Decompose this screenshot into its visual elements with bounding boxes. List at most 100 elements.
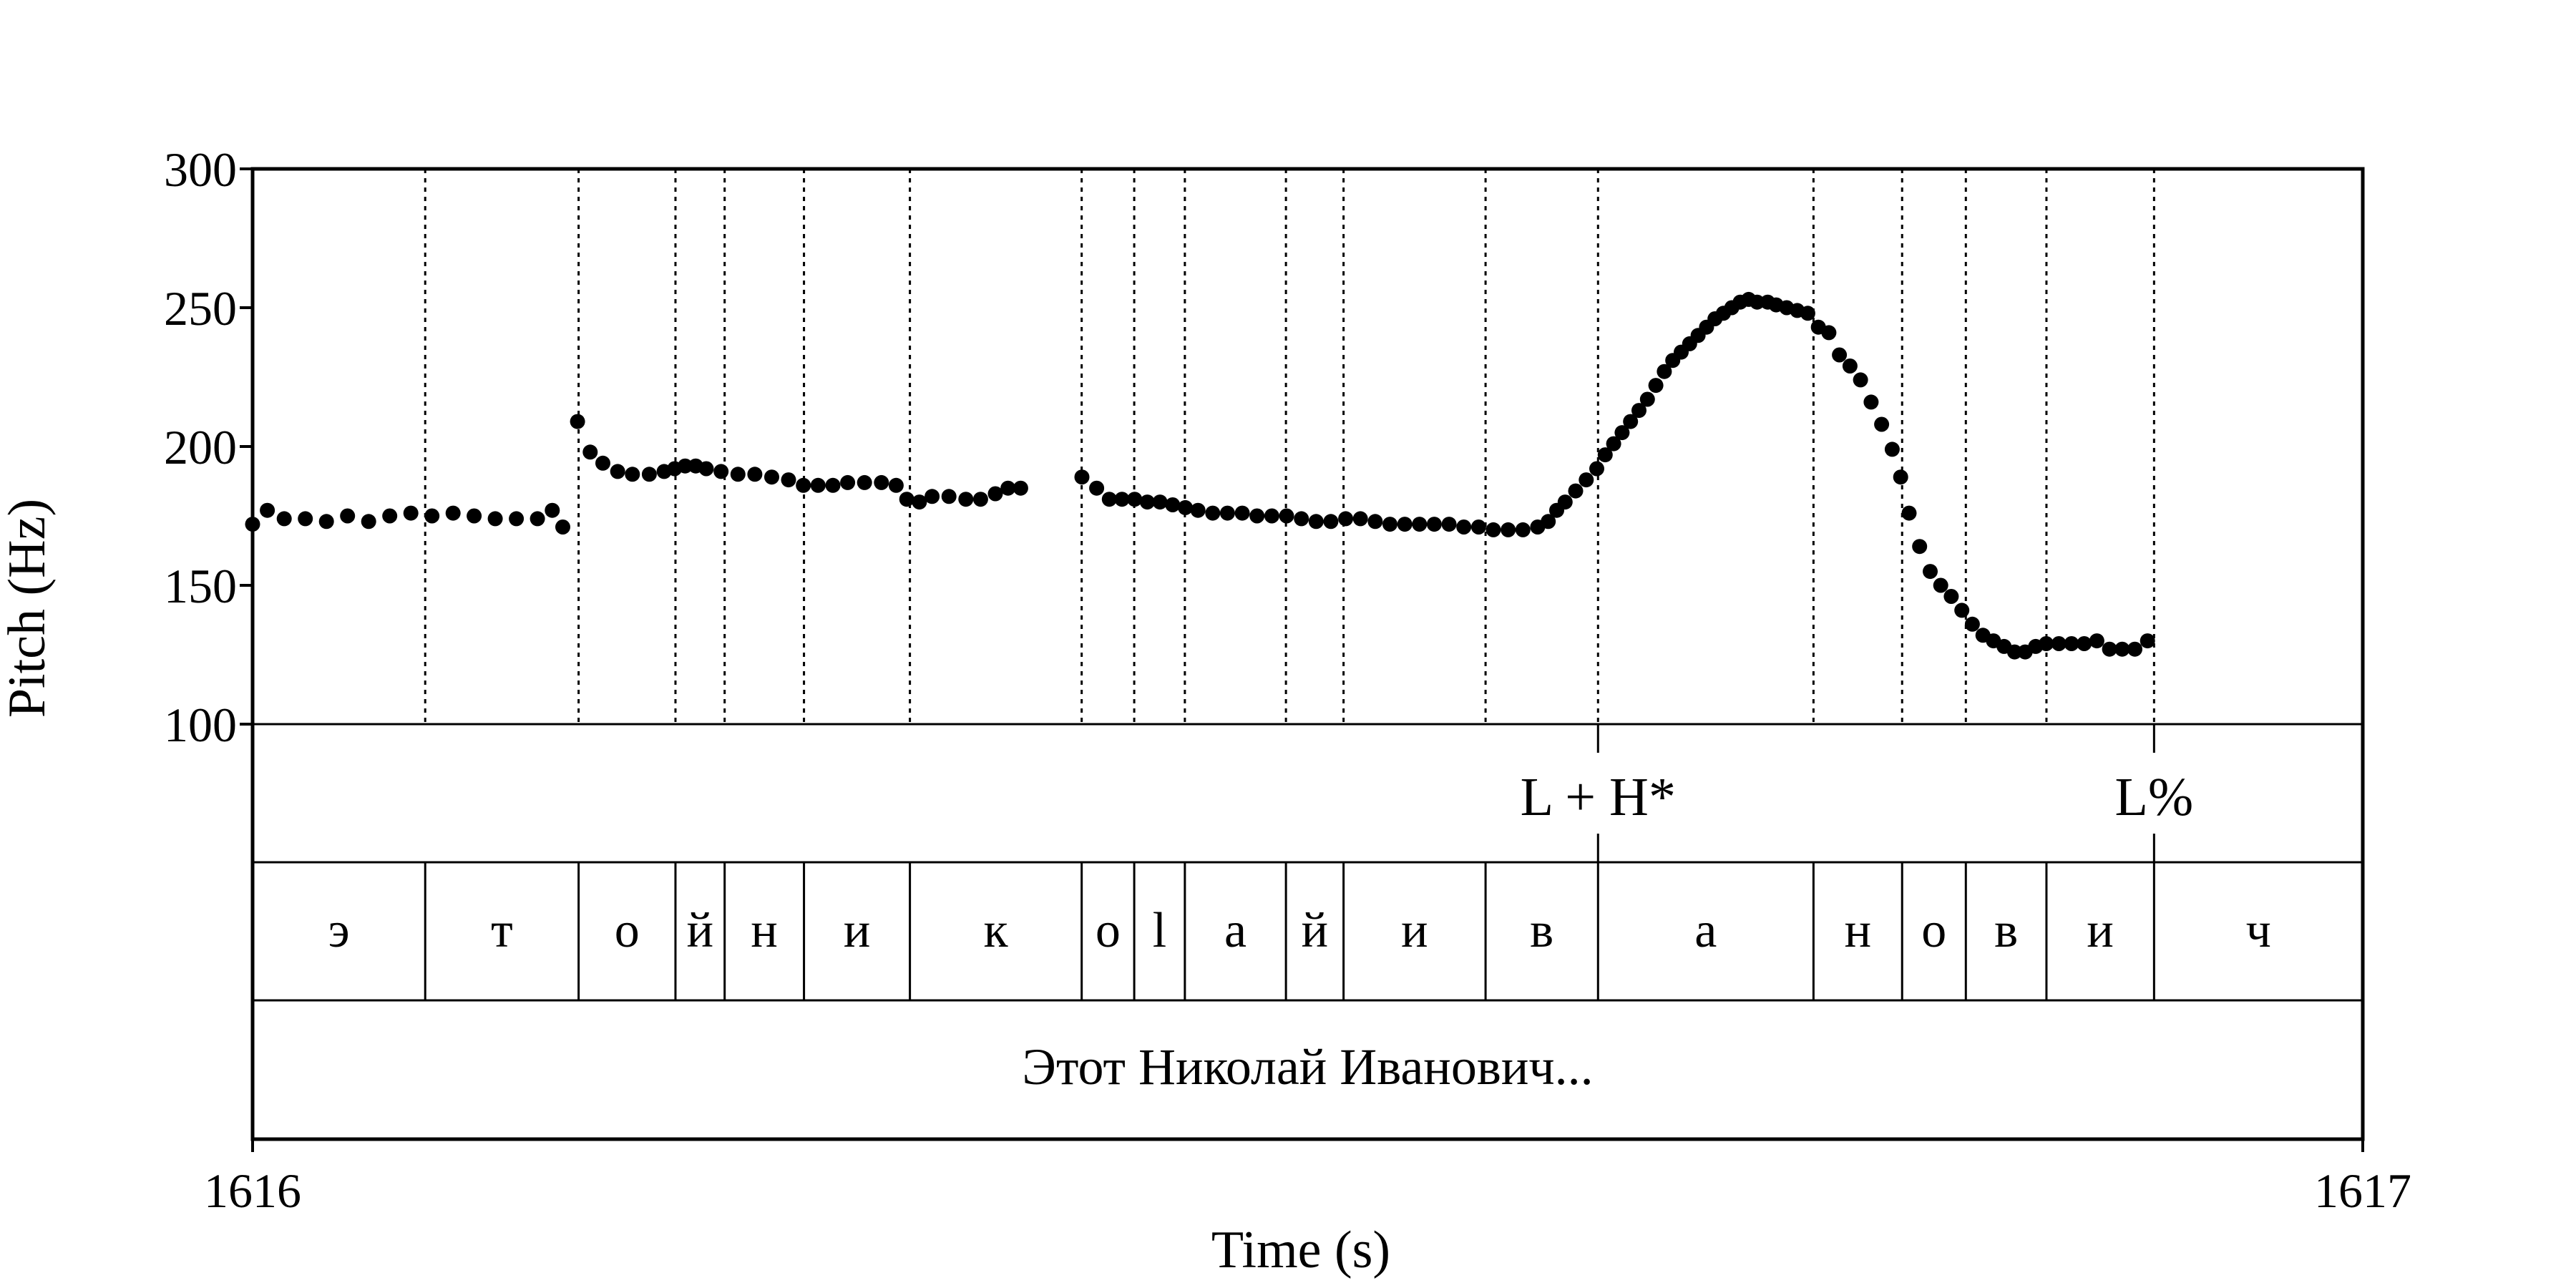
pitch-point-2-23: [1397, 517, 1413, 532]
pitch-point-0-0: [245, 517, 260, 532]
pitch-point-2-64: [1821, 325, 1837, 341]
pitch-point-1-19: [840, 474, 856, 490]
pitch-point-2-93: [2140, 633, 2155, 649]
pitch-point-2-89: [2089, 633, 2104, 649]
pitch-point-2-90: [2102, 641, 2117, 657]
pitch-point-2-68: [1863, 394, 1879, 410]
pitch-point-2-6: [1152, 494, 1168, 510]
pitch-point-2-2: [1101, 492, 1117, 507]
pitch-point-1-13: [747, 467, 763, 482]
pitch-point-2-65: [1832, 347, 1848, 363]
pitch-point-2-86: [2051, 636, 2067, 651]
pitch-point-0-6: [361, 514, 376, 530]
y-tick-label-300: 300: [164, 142, 237, 197]
segment-label-3: й: [687, 903, 713, 958]
pitch-point-2-66: [1842, 358, 1858, 374]
y-axis-title: Pitch (Hz): [0, 499, 57, 718]
pitch-point-0-12: [487, 511, 503, 527]
pitch-point-2-45: [1648, 378, 1664, 394]
pitch-point-2-20: [1352, 511, 1368, 527]
pitch-point-2-0: [1074, 469, 1090, 485]
pitch-point-2-87: [2064, 636, 2079, 651]
chart-frame: [250, 167, 2365, 1141]
pitch-point-0-8: [403, 505, 419, 521]
pitch-point-2-5: [1139, 494, 1155, 510]
segment-label-17: и: [2087, 903, 2113, 958]
segment-label-8: l: [1153, 903, 1166, 958]
pitch-point-2-22: [1382, 517, 1397, 532]
pitch-point-1-21: [874, 474, 889, 490]
pitch-point-0-16: [555, 519, 570, 535]
pitch-point-0-7: [382, 508, 398, 524]
pitch-point-2-69: [1874, 416, 1890, 432]
pitch-point-2-67: [1853, 372, 1868, 388]
pitch-point-1-14: [764, 469, 779, 485]
axis-ticks: 300 250 200 150 100 1616 1617: [164, 142, 2411, 1218]
pitch-point-2-72: [1901, 505, 1917, 521]
segment-label-9: а: [1224, 903, 1246, 958]
pitch-point-1-17: [810, 477, 826, 493]
pitch-point-1-30: [1000, 480, 1016, 496]
pitch-point-2-39: [1597, 447, 1613, 463]
pitch-point-2-10: [1205, 505, 1221, 521]
pitch-point-1-16: [796, 477, 811, 493]
plot-border: [250, 167, 2365, 1141]
tone-label-0: L + H*: [1521, 767, 1676, 827]
pitch-point-2-13: [1249, 508, 1265, 524]
x-tick-label-0: 1616: [204, 1163, 301, 1218]
pitch-point-2-11: [1219, 505, 1235, 521]
y-tick-label-150: 150: [164, 559, 237, 613]
pitch-point-2-71: [1893, 469, 1908, 485]
pitch-point-1-28: [972, 492, 988, 507]
pitch-point-0-9: [424, 508, 440, 524]
x-axis-title: Time (s): [1211, 1221, 1390, 1279]
pitch-point-1-10: [698, 461, 714, 477]
pitch-point-2-76: [1943, 589, 1959, 604]
segment-label-0: э: [328, 903, 350, 958]
pitch-point-2-82: [2006, 644, 2022, 660]
pitch-point-2-43: [1631, 403, 1646, 419]
tone-label-1: L%: [2114, 767, 2193, 827]
pitch-point-1-0: [570, 414, 585, 429]
pitch-point-2-31: [1515, 522, 1531, 537]
segment-label-11: и: [1401, 903, 1428, 958]
pitch-point-1-8: [678, 458, 693, 474]
pitch-point-2-30: [1501, 522, 1516, 537]
pitch-point-2-38: [1589, 461, 1604, 477]
segment-label-5: и: [844, 903, 870, 958]
pitch-point-0-5: [340, 508, 356, 524]
pitch-point-2-27: [1456, 519, 1472, 535]
pitch-point-1-1: [582, 444, 598, 460]
pitch-point-0-1: [260, 502, 275, 518]
segment-label-18: ч: [2246, 903, 2271, 958]
segment-label-15: о: [1921, 903, 1946, 958]
pitch-point-2-12: [1234, 505, 1250, 521]
pitch-point-2-18: [1323, 514, 1339, 530]
pitch-point-2-19: [1338, 511, 1354, 527]
x-tick-label-1: 1617: [2314, 1163, 2411, 1218]
pitch-point-2-9: [1190, 502, 1206, 518]
pitch-point-2-75: [1933, 577, 1948, 593]
segment-label-14: н: [1845, 903, 1871, 958]
pitch-point-1-11: [713, 464, 729, 479]
pitch-point-2-29: [1485, 522, 1501, 537]
pitch-point-0-11: [467, 508, 482, 524]
pitch-point-1-5: [641, 467, 657, 482]
y-tick-label-200: 200: [164, 420, 237, 474]
pitch-point-2-37: [1579, 472, 1594, 488]
pitch-point-1-31: [1013, 480, 1028, 496]
pitch-point-2-15: [1279, 508, 1294, 524]
pitch-point-0-13: [509, 511, 525, 527]
pitch-point-2-78: [1964, 616, 1980, 632]
pitch-point-2-3: [1114, 492, 1130, 507]
pitch-point-2-85: [2039, 636, 2054, 651]
pitch-point-2-14: [1264, 508, 1279, 524]
pitch-point-1-4: [625, 467, 640, 482]
segment-label-2: о: [615, 903, 640, 958]
pitch-point-1-20: [857, 474, 872, 490]
segment-label-4: н: [751, 903, 777, 958]
pitch-point-2-88: [2077, 636, 2092, 651]
pitch-point-1-12: [730, 467, 746, 482]
y-tick-label-250: 250: [164, 281, 237, 336]
